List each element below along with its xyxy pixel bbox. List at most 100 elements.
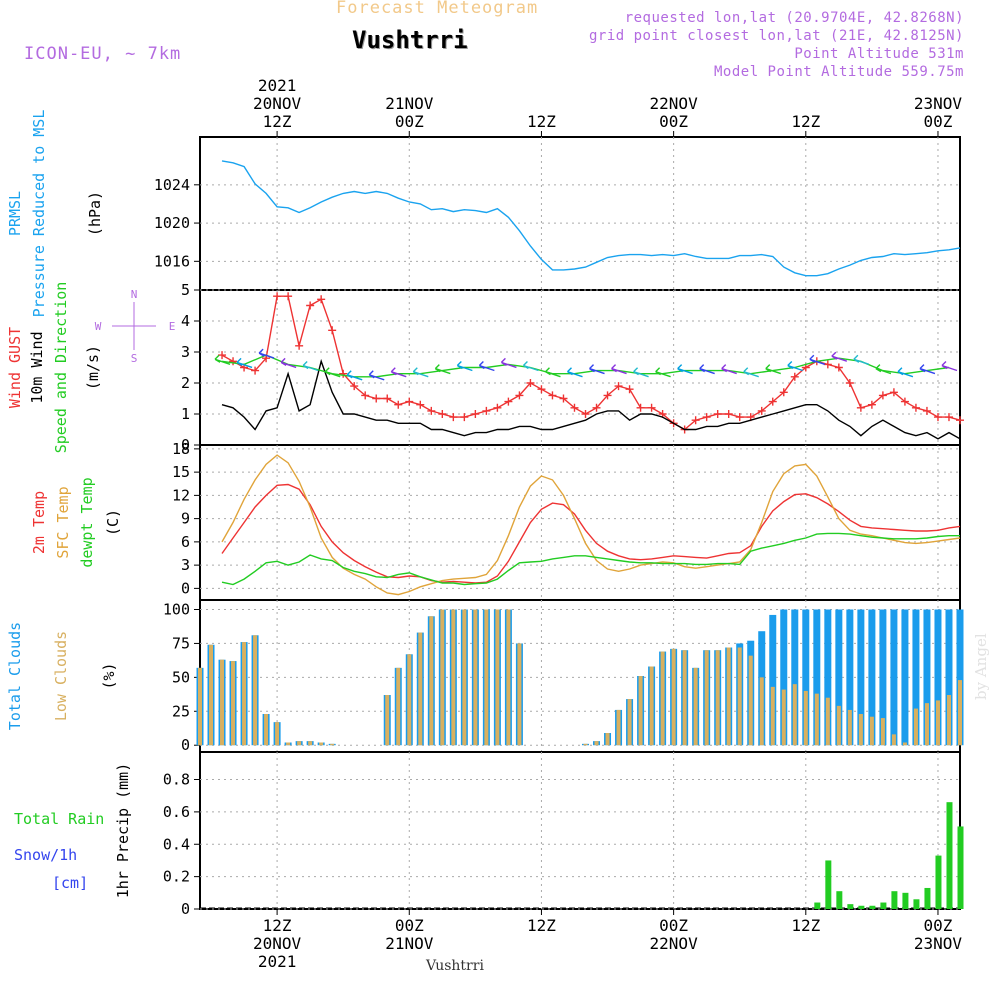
gust-marker: [284, 292, 293, 301]
top-time-label: 12Z: [527, 112, 556, 131]
y-tick-label: 2: [181, 374, 190, 392]
low-cloud-bar: [704, 650, 709, 746]
low-cloud-bar: [462, 609, 467, 746]
wind-arrow: [324, 367, 341, 378]
total-cloud-bar: [791, 609, 799, 746]
wind-arrow: [589, 364, 605, 375]
axis-label: Speed and Direction: [52, 282, 70, 454]
bottom-time-label: 2021: [258, 952, 297, 971]
y-tick-label: 0.6: [163, 803, 190, 821]
low-cloud-bar: [638, 676, 643, 746]
chart-subtitle: Forecast Meteogram: [336, 0, 539, 18]
compass-w-label: W: [95, 320, 102, 333]
low-cloud-bar: [418, 632, 423, 746]
gust-marker: [482, 406, 491, 415]
total-cloud-bar: [802, 609, 810, 746]
rain-bar: [935, 855, 942, 909]
gust-marker: [416, 400, 425, 409]
low-cloud-bar: [594, 741, 599, 746]
y-tick-label: 50: [172, 668, 190, 686]
gust-marker: [372, 394, 381, 403]
low-cloud-bar: [220, 659, 225, 746]
y-tick-label: 100: [163, 601, 190, 619]
gust-marker: [493, 403, 502, 412]
low-cloud-bar: [583, 743, 588, 746]
gust-marker: [757, 406, 766, 415]
gust-marker: [889, 388, 898, 397]
wind-arrow: [721, 364, 737, 375]
gust-marker: [944, 413, 953, 422]
low-cloud-bar: [396, 667, 401, 746]
series-line: [221, 160, 961, 277]
gust-marker: [922, 406, 931, 415]
low-cloud-bar: [407, 654, 412, 746]
y-tick-label: 5: [181, 281, 190, 299]
gust-marker: [911, 403, 920, 412]
gust-marker: [856, 403, 865, 412]
wind-arrow: [368, 370, 385, 381]
total-cloud-bar: [945, 609, 953, 746]
gust-marker: [405, 397, 414, 406]
top-time-label: 22NOV: [650, 94, 699, 113]
bottom-time-label: 22NOV: [650, 934, 699, 953]
low-cloud-bar: [517, 643, 522, 746]
panel-wind: 0 1 2 3 4 5 Wind GUST 10m Wind Speed and Directi…: [6, 281, 964, 454]
low-cloud-bar: [792, 684, 797, 746]
compass-n-label: N: [131, 288, 138, 301]
axis-label: Total Clouds: [6, 622, 24, 730]
wind-arrow: [897, 367, 914, 378]
gust-marker: [625, 385, 634, 394]
low-cloud-bar: [605, 733, 610, 746]
point-altitude: Point Altitude 531m: [794, 46, 964, 62]
y-tick-label: 0.2: [163, 868, 190, 886]
y-tick-label: 15: [172, 463, 190, 481]
wind-arrow: [919, 364, 936, 375]
low-cloud-bar: [319, 742, 324, 746]
total-cloud-bar: [879, 609, 887, 746]
y-tick-label: 4: [181, 312, 190, 330]
top-time-label: 00Z: [395, 112, 424, 131]
wind-arrow: [611, 364, 627, 375]
gust-marker: [427, 406, 436, 415]
wind-arrow: [566, 367, 583, 378]
wind-arrow: [743, 367, 759, 378]
requested-coords: requested lon,lat (20.9704E, 42.8268N): [624, 10, 964, 26]
rain-bar: [858, 905, 865, 909]
low-cloud-bar: [814, 693, 819, 746]
gust-marker: [526, 379, 535, 387]
gust-marker: [614, 382, 623, 391]
gust-marker: [900, 397, 909, 406]
low-cloud-bar: [946, 695, 951, 746]
low-cloud-bar: [440, 609, 445, 746]
gust-marker: [779, 388, 788, 397]
low-cloud-bar: [715, 650, 720, 746]
low-cloud-bar: [924, 703, 929, 746]
wind-arrow: [412, 367, 429, 378]
gust-marker: [581, 410, 590, 418]
top-time-label: 12Z: [263, 112, 292, 131]
top-time-label: 12Z: [791, 112, 820, 131]
wind-arrow: [478, 361, 495, 372]
gust-marker: [636, 403, 645, 412]
axis-label: Wind GUST: [6, 327, 24, 408]
compass-s-label: S: [131, 352, 138, 365]
y-tick-label: 1016: [154, 252, 190, 270]
wind-arrow: [633, 367, 649, 378]
total-cloud-bar: [890, 609, 898, 746]
low-cloud-bar: [209, 644, 214, 746]
axis-label: (%): [100, 662, 118, 689]
station-title: Vushtrri: [352, 26, 468, 54]
low-cloud-bar: [913, 708, 918, 746]
gust-marker: [735, 413, 744, 422]
gust-marker: [251, 366, 260, 375]
gust-marker: [537, 385, 546, 394]
y-tick-label: 25: [172, 702, 190, 720]
gust-marker: [295, 341, 304, 350]
axis-label: dewpt Temp: [78, 477, 96, 567]
rain-bar: [957, 826, 964, 909]
low-cloud-bar: [616, 709, 621, 746]
gust-marker: [570, 403, 579, 412]
low-cloud-bar: [880, 718, 885, 746]
top-time-label: 2021: [258, 76, 297, 95]
axis-label: Pressure Reduced to MSL: [30, 110, 48, 318]
